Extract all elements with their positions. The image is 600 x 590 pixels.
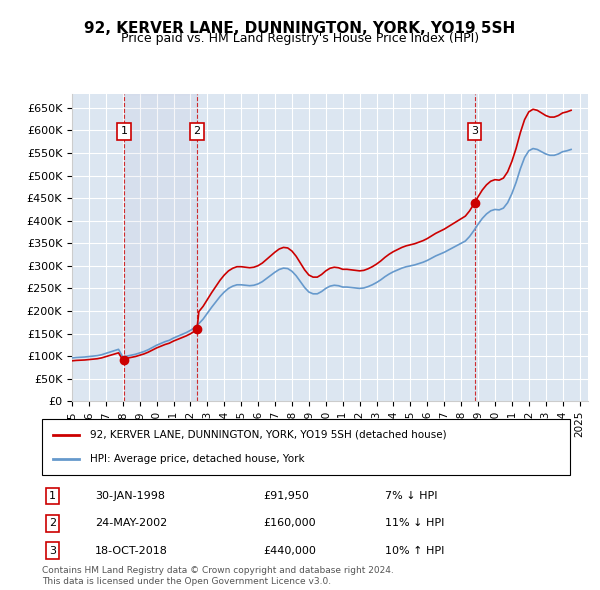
Text: 7% ↓ HPI: 7% ↓ HPI [385,491,438,501]
Text: 1: 1 [49,491,56,501]
Text: £91,950: £91,950 [264,491,310,501]
Text: 1: 1 [121,126,128,136]
Text: HPI: Average price, detached house, York: HPI: Average price, detached house, York [89,454,304,464]
Text: Price paid vs. HM Land Registry's House Price Index (HPI): Price paid vs. HM Land Registry's House … [121,32,479,45]
Text: £160,000: £160,000 [264,519,316,528]
Text: Contains HM Land Registry data © Crown copyright and database right 2024.
This d: Contains HM Land Registry data © Crown c… [42,566,394,586]
Text: 24-MAY-2002: 24-MAY-2002 [95,519,167,528]
Text: 2: 2 [193,126,200,136]
FancyBboxPatch shape [42,419,570,475]
Text: 11% ↓ HPI: 11% ↓ HPI [385,519,445,528]
Text: 92, KERVER LANE, DUNNINGTON, YORK, YO19 5SH: 92, KERVER LANE, DUNNINGTON, YORK, YO19 … [85,21,515,35]
Text: £440,000: £440,000 [264,546,317,556]
Text: 18-OCT-2018: 18-OCT-2018 [95,546,167,556]
Text: 3: 3 [471,126,478,136]
Text: 10% ↑ HPI: 10% ↑ HPI [385,546,445,556]
Text: 2: 2 [49,519,56,528]
Text: 30-JAN-1998: 30-JAN-1998 [95,491,165,501]
Text: 3: 3 [49,546,56,556]
Bar [124,94,197,401]
Text: 92, KERVER LANE, DUNNINGTON, YORK, YO19 5SH (detached house): 92, KERVER LANE, DUNNINGTON, YORK, YO19 … [89,430,446,440]
